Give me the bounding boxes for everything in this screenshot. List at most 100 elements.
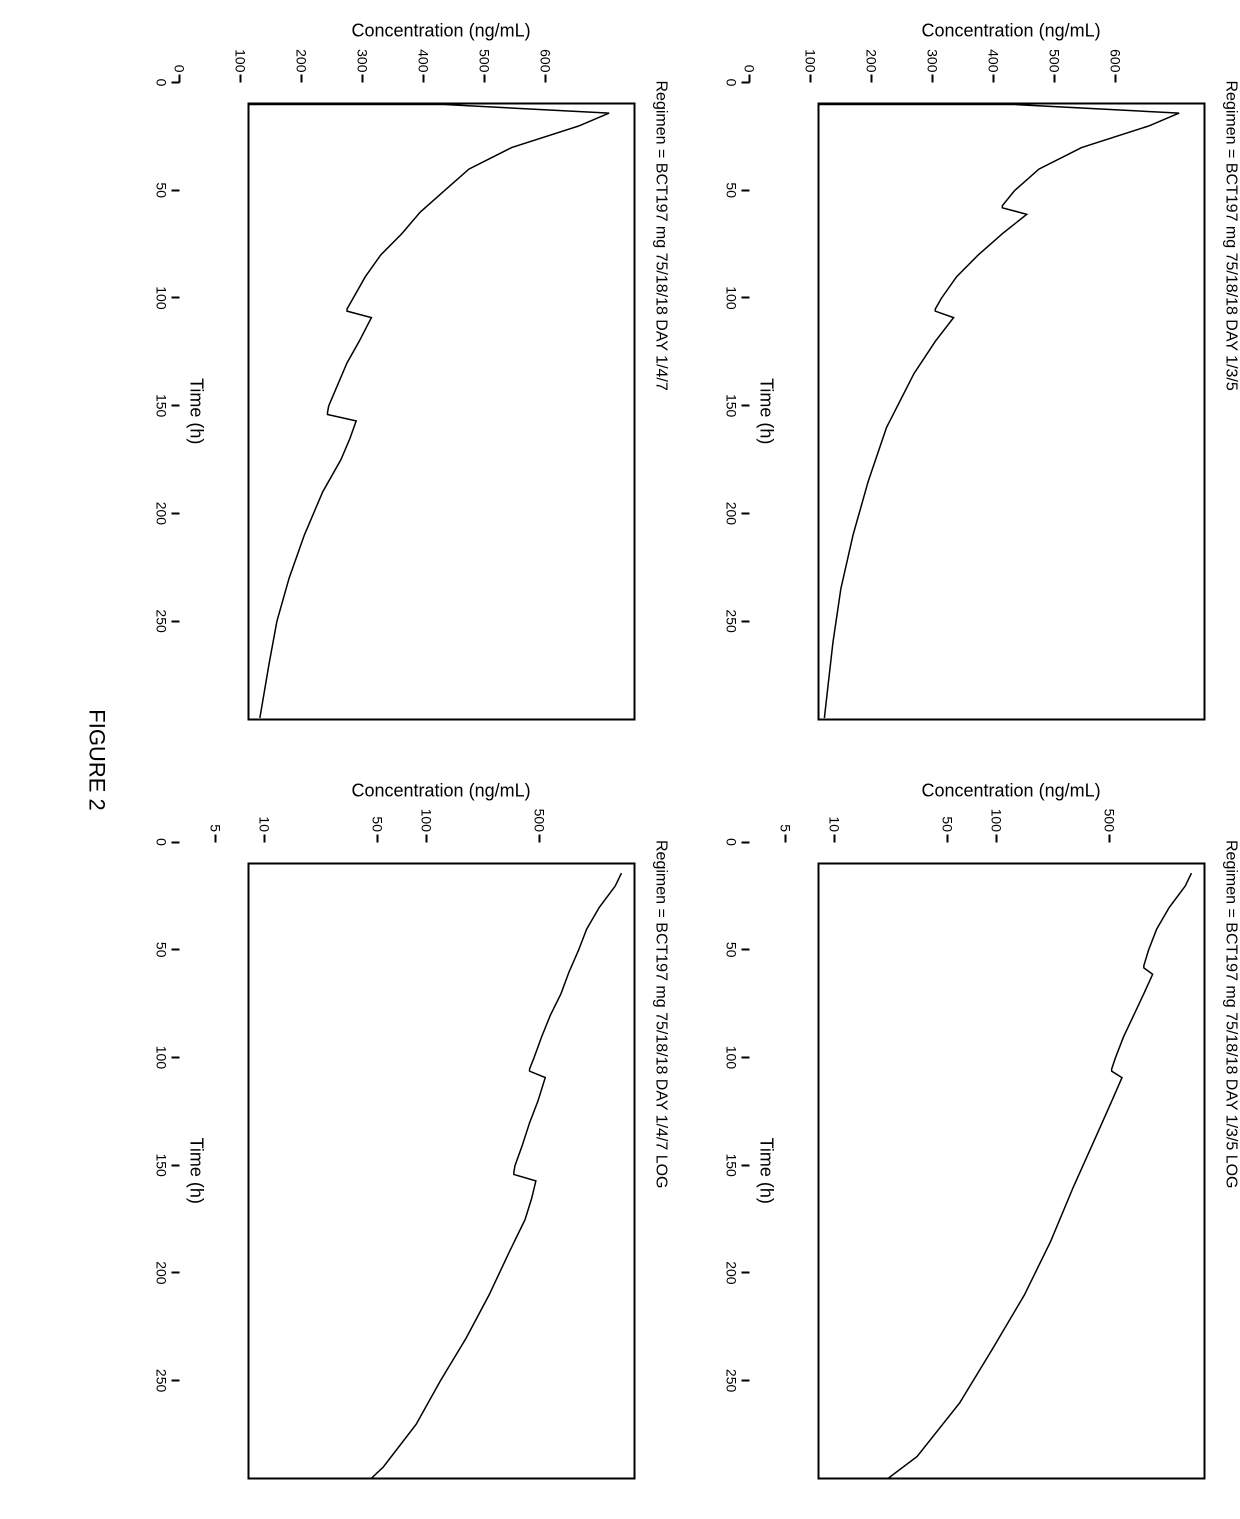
x-tick-label: 100 — [154, 286, 170, 309]
y-tick-label: 10 — [256, 794, 272, 832]
chart-panel: Regimen = BCT197 mg 75/18/18 DAY 1/4/7 L… — [140, 780, 670, 1500]
x-tick-label: 0 — [154, 838, 170, 846]
y-tick-mark — [1053, 75, 1055, 83]
x-tick-mark — [742, 620, 750, 622]
panel-title: Regimen = BCT197 mg 75/18/18 DAY 1/4/7 — [652, 21, 670, 741]
x-tick-label: 50 — [154, 182, 170, 198]
panel-grid: Regimen = BCT197 mg 75/18/18 DAY 1/3/5 Co… — [140, 21, 1240, 1500]
x-tick-label: 0 — [154, 79, 170, 87]
x-tick-mark — [172, 949, 180, 951]
x-tick-label: 250 — [154, 1369, 170, 1392]
figure-page: Regimen = BCT197 mg 75/18/18 DAY 1/3/5 Co… — [40, 21, 1240, 1500]
x-tick-mark — [742, 405, 750, 407]
y-tick-label: 50 — [940, 794, 956, 832]
plot-frame: Concentration (ng/mL)Time (h)05010015020… — [756, 780, 1216, 1500]
y-tick-label: 400 — [985, 35, 1001, 73]
x-tick-mark — [742, 949, 750, 951]
x-tick-mark — [172, 405, 180, 407]
y-tick-mark — [931, 75, 933, 83]
x-tick-label: 150 — [724, 1153, 740, 1176]
y-tick-mark — [749, 75, 751, 83]
y-tick-label: 200 — [293, 35, 309, 73]
plot-frame: Concentration (ng/mL)Time (h)05010015020… — [186, 780, 646, 1500]
x-tick-mark — [172, 1056, 180, 1058]
y-tick-label: 100 — [988, 794, 1004, 832]
panel-title: Regimen = BCT197 mg 75/18/18 DAY 1/3/5 — [1222, 21, 1240, 741]
chart-panel: Regimen = BCT197 mg 75/18/18 DAY 1/3/5Co… — [710, 21, 1240, 741]
x-tick-label: 150 — [154, 394, 170, 417]
y-tick-mark — [992, 75, 994, 83]
plot-frame: Concentration (ng/mL)Time (h)05010015020… — [186, 21, 646, 741]
plot-line-svg — [250, 105, 634, 719]
concentration-line — [820, 105, 1180, 719]
x-axis-label: Time (h) — [756, 862, 777, 1480]
y-tick-label: 300 — [924, 35, 940, 73]
plot-box — [248, 862, 636, 1480]
chart-panel: Regimen = BCT197 mg 75/18/18 DAY 1/3/5 L… — [710, 780, 1240, 1500]
x-tick-label: 100 — [724, 1046, 740, 1069]
concentration-line — [889, 873, 1192, 1478]
y-tick-label: 200 — [863, 35, 879, 73]
x-tick-label: 50 — [724, 942, 740, 958]
y-tick-label: 100 — [418, 794, 434, 832]
y-tick-mark — [1109, 834, 1111, 842]
y-tick-mark — [833, 834, 835, 842]
x-tick-label: 250 — [154, 609, 170, 632]
y-tick-mark — [300, 75, 302, 83]
y-tick-label: 50 — [370, 794, 386, 832]
y-axis-label: Concentration (ng/mL) — [248, 780, 636, 804]
x-tick-mark — [172, 1164, 180, 1166]
y-axis-label: Concentration (ng/mL) — [818, 780, 1206, 804]
panel-title: Regimen = BCT197 mg 75/18/18 DAY 1/3/5 L… — [1222, 780, 1240, 1500]
y-tick-label: 0 — [742, 35, 758, 73]
x-tick-label: 100 — [724, 286, 740, 309]
y-tick-mark — [539, 834, 541, 842]
x-tick-label: 100 — [154, 1046, 170, 1069]
y-tick-mark — [377, 834, 379, 842]
concentration-line — [372, 873, 622, 1478]
x-tick-label: 150 — [154, 1153, 170, 1176]
x-tick-mark — [172, 841, 180, 843]
y-tick-label: 500 — [1046, 35, 1062, 73]
y-tick-mark — [784, 834, 786, 842]
x-tick-label: 250 — [724, 1369, 740, 1392]
y-tick-mark — [425, 834, 427, 842]
y-tick-mark — [544, 75, 546, 83]
x-axis-label: Time (h) — [756, 103, 777, 721]
y-tick-mark — [179, 75, 181, 83]
y-tick-label: 100 — [802, 35, 818, 73]
x-tick-mark — [742, 1272, 750, 1274]
x-axis-label: Time (h) — [186, 862, 207, 1480]
y-tick-mark — [870, 75, 872, 83]
x-tick-label: 0 — [724, 838, 740, 846]
y-tick-mark — [263, 834, 265, 842]
y-tick-label: 600 — [537, 35, 553, 73]
x-tick-mark — [172, 1380, 180, 1382]
x-tick-mark — [172, 189, 180, 191]
x-tick-mark — [172, 620, 180, 622]
y-tick-label: 500 — [532, 794, 548, 832]
chart-panel: Regimen = BCT197 mg 75/18/18 DAY 1/4/7 Co… — [140, 21, 670, 741]
panel-title: Regimen = BCT197 mg 75/18/18 DAY 1/4/7 L… — [652, 780, 670, 1500]
concentration-line — [250, 105, 610, 719]
plot-line-svg — [820, 105, 1204, 719]
y-tick-label: 100 — [232, 35, 248, 73]
x-tick-label: 150 — [724, 394, 740, 417]
y-tick-mark — [361, 75, 363, 83]
y-tick-mark — [483, 75, 485, 83]
y-tick-mark — [995, 834, 997, 842]
x-tick-label: 200 — [154, 502, 170, 525]
y-tick-mark — [239, 75, 241, 83]
x-tick-mark — [742, 297, 750, 299]
plot-box — [818, 862, 1206, 1480]
x-tick-mark — [172, 1272, 180, 1274]
y-tick-label: 0 — [172, 35, 188, 73]
x-axis-label: Time (h) — [186, 103, 207, 721]
x-tick-label: 250 — [724, 609, 740, 632]
y-tick-mark — [809, 75, 811, 83]
y-tick-label: 300 — [354, 35, 370, 73]
x-tick-mark — [172, 512, 180, 514]
y-tick-label: 5 — [777, 794, 793, 832]
x-tick-mark — [742, 1056, 750, 1058]
x-tick-label: 50 — [724, 182, 740, 198]
